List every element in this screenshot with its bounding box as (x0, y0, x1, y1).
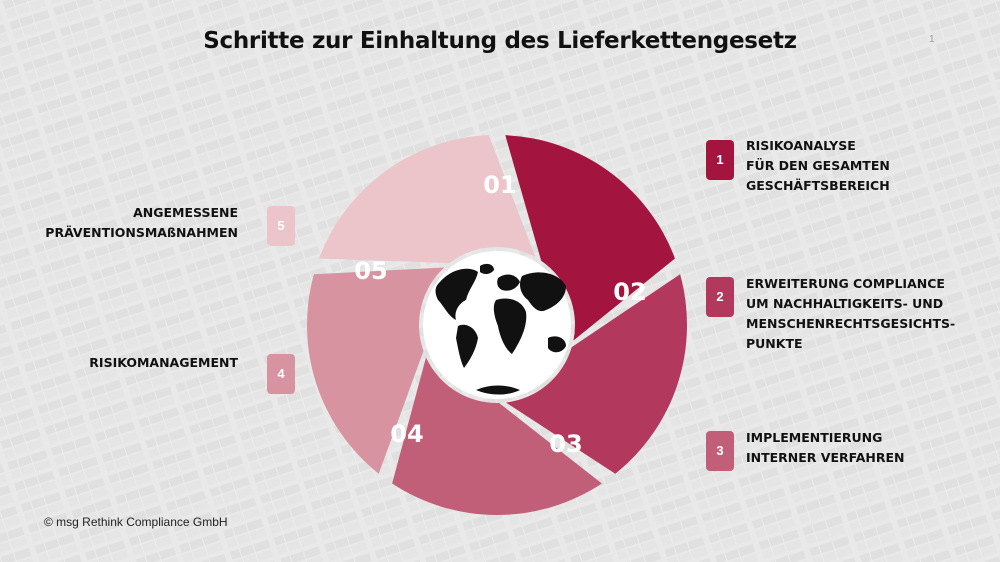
step-4-badge: 4 (267, 354, 295, 394)
step-5-label: ANGEMESSENE PRÄVENTIONSMAßNAHMEN (45, 205, 238, 240)
segment-number-03: 03 (549, 430, 583, 458)
wheel-segment-5 (319, 135, 536, 264)
step-1-badge: 1 (706, 140, 734, 180)
segment-number-01: 01 (483, 171, 517, 199)
page-title: Schritte zur Einhaltung des Lieferketten… (203, 28, 797, 54)
segment-number-04: 04 (390, 420, 424, 448)
step-3-label: IMPLEMENTIERUNG INTERNER VERFAHREN (746, 430, 905, 465)
step-1-label: RISIKOANALYSE FÜR DEN GESAMTEN GESCHÄFTS… (746, 138, 890, 193)
globe-icon (423, 251, 571, 399)
wheel-segment-3 (392, 357, 602, 515)
step-4-label: RISIKOMANAGEMENT (89, 355, 238, 370)
step-2-badge: 2 (706, 277, 734, 317)
page-number: 1 (929, 34, 935, 45)
copyright-notice: © msg Rethink Compliance GmbH (44, 515, 228, 529)
wheel-segment-1 (505, 135, 675, 341)
segment-number-05: 05 (354, 257, 388, 285)
wheel-segment-4 (307, 267, 445, 474)
step-3-badge: 3 (706, 431, 734, 471)
wheel-segment-2 (505, 274, 687, 474)
step-2-label: ERWEITERUNG COMPLIANCE UM NACHHALTIGKEIT… (746, 276, 956, 351)
step-5-badge: 5 (267, 206, 295, 246)
segment-number-02: 02 (613, 278, 647, 306)
